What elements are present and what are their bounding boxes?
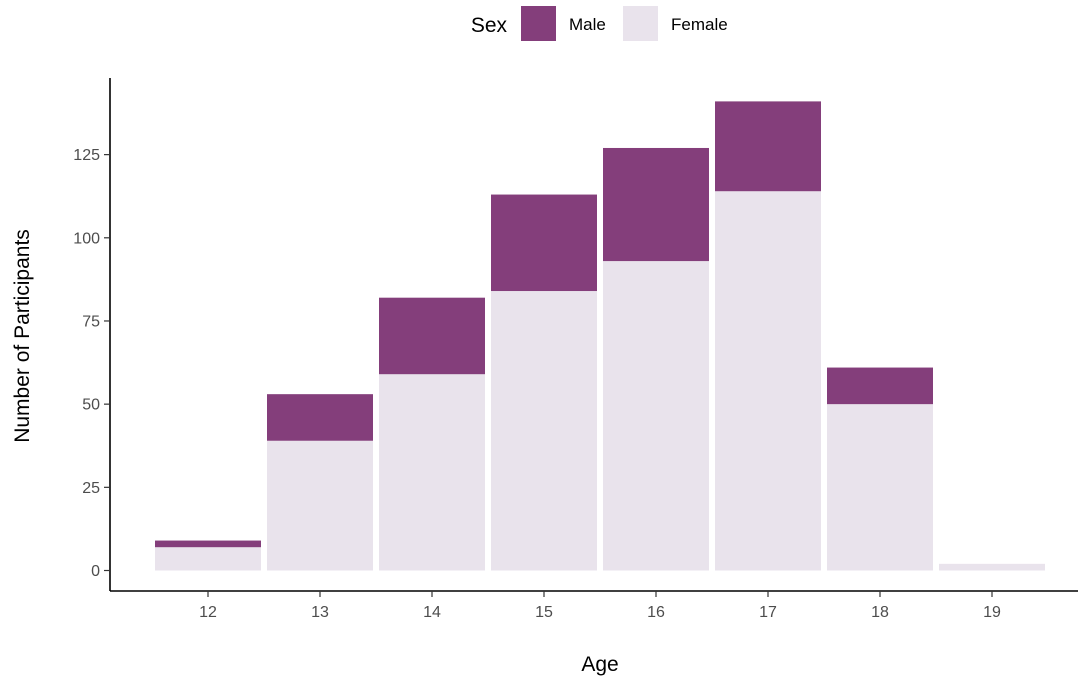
y-tick-label: 25 bbox=[82, 480, 100, 497]
bar-female-age-16 bbox=[603, 261, 709, 571]
y-axis-title: Number of Participants bbox=[11, 229, 34, 443]
y-tick-label: 0 bbox=[91, 563, 100, 580]
bar-male-age-14 bbox=[379, 297, 485, 375]
x-tick-label: 18 bbox=[871, 604, 889, 621]
x-tick-label: 16 bbox=[647, 604, 665, 621]
bar-male-age-15 bbox=[491, 194, 597, 292]
y-tick-label: 125 bbox=[73, 147, 100, 164]
legend-title: Sex bbox=[471, 14, 508, 37]
bar-female-age-14 bbox=[379, 374, 485, 571]
bar-female-age-12 bbox=[155, 547, 261, 571]
y-tick-label: 100 bbox=[73, 230, 100, 247]
legend: Sex Male Female bbox=[471, 6, 728, 41]
y-ticks: 0 25 50 75 100 125 bbox=[73, 147, 110, 580]
legend-label-male: Male bbox=[569, 15, 606, 34]
y-tick-label: 75 bbox=[82, 313, 100, 330]
x-tick-label: 14 bbox=[423, 604, 441, 621]
x-tick-label: 19 bbox=[983, 604, 1001, 621]
bars-group bbox=[155, 101, 1045, 571]
x-tick-label: 12 bbox=[199, 604, 217, 621]
legend-swatch-male bbox=[521, 6, 556, 41]
bar-male-age-16 bbox=[603, 147, 709, 262]
y-tick-label: 50 bbox=[82, 397, 100, 414]
bar-female-age-13 bbox=[267, 440, 373, 571]
bar-male-age-18 bbox=[827, 367, 933, 405]
x-tick-label: 13 bbox=[311, 604, 329, 621]
bar-female-age-19 bbox=[939, 563, 1045, 571]
x-axis-title: Age bbox=[581, 653, 618, 676]
legend-swatch-female bbox=[623, 6, 658, 41]
x-tick-label: 17 bbox=[759, 604, 777, 621]
bar-male-age-17 bbox=[715, 101, 821, 192]
bar-female-age-15 bbox=[491, 291, 597, 571]
x-tick-label: 15 bbox=[535, 604, 553, 621]
legend-label-female: Female bbox=[671, 15, 728, 34]
bar-female-age-17 bbox=[715, 191, 821, 571]
bar-male-age-13 bbox=[267, 394, 373, 441]
bar-male-age-12 bbox=[155, 540, 261, 548]
x-ticks: 12 13 14 15 16 17 18 19 bbox=[199, 591, 1001, 621]
bar-female-age-18 bbox=[827, 404, 933, 571]
